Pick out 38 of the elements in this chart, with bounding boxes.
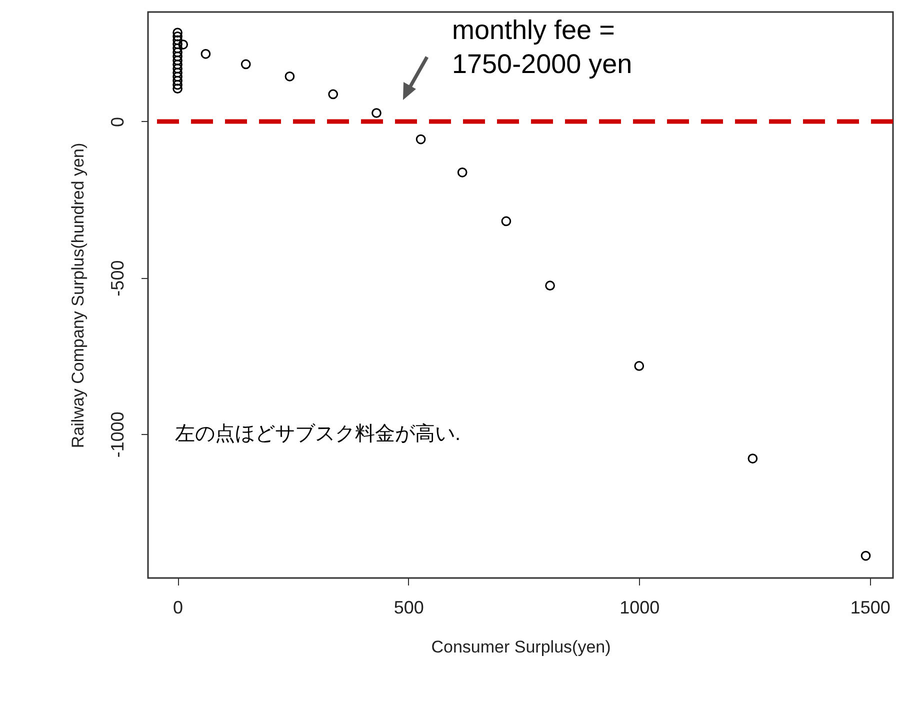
x-tick-label: 1000	[620, 598, 660, 618]
y-tick-label: 0	[108, 116, 128, 127]
y-axis-title: Railway Company Surplus(hundred yen)	[68, 142, 88, 448]
point	[172, 28, 182, 38]
point	[416, 134, 426, 144]
point	[172, 72, 182, 82]
annotation: 左の点ほどサブスク料金が高い.	[175, 422, 461, 445]
point	[501, 216, 512, 226]
point	[284, 71, 295, 82]
point	[172, 64, 182, 74]
y-tick-label: -500	[108, 260, 128, 296]
point	[172, 47, 182, 58]
x-axis-title: Consumer Surplus(yen)	[431, 638, 611, 656]
point	[748, 454, 758, 464]
x-tick-label: 500	[394, 598, 424, 618]
point	[178, 40, 188, 50]
point	[200, 48, 211, 59]
y-tick-label: -1000	[108, 412, 128, 458]
point	[172, 56, 182, 66]
point	[634, 361, 644, 371]
point	[172, 31, 182, 42]
point	[860, 550, 871, 561]
point	[172, 68, 182, 78]
point	[172, 76, 182, 86]
x-tick-label: 1500	[850, 598, 890, 618]
point	[172, 51, 182, 62]
point	[172, 80, 182, 90]
point	[172, 39, 182, 50]
point	[457, 167, 468, 178]
point	[172, 43, 182, 54]
point	[240, 59, 251, 70]
point	[372, 108, 382, 118]
point	[328, 89, 338, 100]
point	[172, 60, 182, 70]
annotation: monthly fee = 1750-2000 yen	[452, 15, 632, 79]
x-tick-label: 0	[173, 598, 184, 618]
point	[545, 280, 555, 291]
point	[172, 84, 182, 94]
